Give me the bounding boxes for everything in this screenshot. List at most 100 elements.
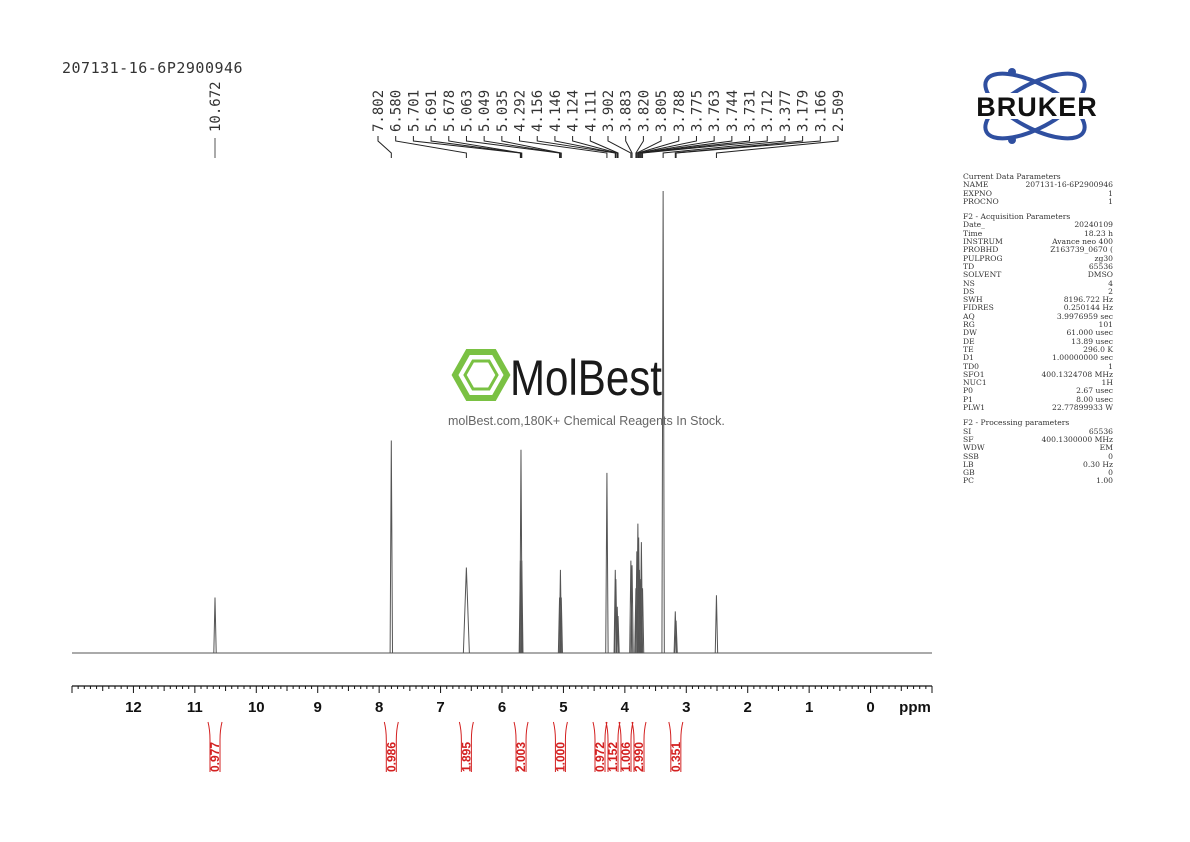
integral-value: 1.006 bbox=[619, 742, 633, 772]
param-value: 18.23 h bbox=[1083, 228, 1113, 238]
spectrum-peak bbox=[559, 597, 563, 654]
acq-param-row: AQ 3.9976959 sec bbox=[963, 311, 1113, 321]
peak-leader bbox=[637, 136, 680, 158]
param-value: 2 bbox=[1108, 286, 1113, 296]
watermark-title: MolBest bbox=[510, 350, 662, 406]
axis-tick-label: 4 bbox=[621, 699, 630, 716]
ppm-axis: 12 11 10 9 8 7 6 5 4 3 2 1 0 ppm bbox=[71, 685, 933, 716]
param-key: FIDRES bbox=[963, 303, 994, 313]
peak-leader bbox=[572, 136, 618, 158]
peak-label: 3.805 bbox=[654, 90, 670, 132]
spectrum-peak bbox=[520, 560, 524, 654]
peak-label: 3.731 bbox=[743, 90, 759, 132]
param-key: Time bbox=[963, 228, 983, 238]
peak-leader bbox=[662, 136, 786, 158]
peak-leader bbox=[715, 136, 839, 158]
param-key: D1 bbox=[963, 353, 974, 363]
acq-param-row: P1 8.00 usec bbox=[963, 395, 1113, 404]
param-key: TE bbox=[963, 344, 974, 354]
param-key: NS bbox=[963, 278, 975, 288]
param-key: NUC1 bbox=[963, 378, 987, 388]
spectrum-peak bbox=[614, 579, 618, 654]
spectrum-peak bbox=[640, 588, 645, 654]
acq-params-list: Date_ 20240109 Time 18.23 h INSTRUM Avance ne… bbox=[963, 221, 1113, 412]
integral-bracket bbox=[592, 721, 596, 772]
spectrum-peak bbox=[389, 440, 394, 654]
param-value: 22.77899933 W bbox=[1052, 403, 1113, 413]
peak-leader bbox=[501, 136, 562, 158]
spectrum-peak bbox=[616, 616, 620, 654]
param-value: 2.67 usec bbox=[1076, 386, 1113, 396]
integral-bracket bbox=[383, 721, 387, 772]
axis-tick-label: 9 bbox=[314, 699, 322, 716]
peak-leader bbox=[625, 136, 633, 158]
axis-tick-label: 3 bbox=[682, 699, 690, 716]
param-value: 400.1324708 MHz bbox=[1041, 369, 1113, 379]
axis-unit-label: ppm bbox=[899, 699, 931, 716]
axis-tick-label: 10 bbox=[248, 699, 265, 716]
param-key: Date_ bbox=[963, 220, 985, 230]
spectrum-peak bbox=[213, 597, 217, 654]
proc-param-row: SSB 0 bbox=[963, 451, 1113, 461]
integral-bracket bbox=[513, 721, 517, 772]
param-value: 0.250144 Hz bbox=[1063, 303, 1113, 313]
peak-leader bbox=[395, 136, 467, 158]
param-value: 65536 bbox=[1088, 426, 1113, 436]
peak-label: 2.509 bbox=[831, 90, 847, 132]
param-key: INSTRUM bbox=[963, 237, 1003, 247]
param-value: 1 bbox=[1108, 196, 1113, 206]
integral-bracket bbox=[552, 721, 556, 772]
peak-label: 3.788 bbox=[672, 90, 688, 132]
acq-param-row: Time 18.23 h bbox=[963, 228, 1113, 238]
integral-value: 1.895 bbox=[459, 742, 473, 772]
param-value: DMSO bbox=[1087, 270, 1113, 280]
proc-param-row: WDW EM bbox=[963, 443, 1113, 452]
param-value: 13.89 usec bbox=[1071, 336, 1113, 346]
peak-label: 3.775 bbox=[689, 90, 705, 132]
param-key: PLW1 bbox=[963, 403, 986, 413]
integral-bracket bbox=[207, 721, 211, 772]
peak-leader bbox=[640, 136, 751, 158]
spectrum-peak bbox=[462, 567, 470, 654]
peak-leader bbox=[554, 136, 617, 158]
axis-tick-label: 1 bbox=[805, 699, 813, 716]
spectrum-peak bbox=[519, 449, 523, 654]
peak-label: 5.063 bbox=[459, 90, 475, 132]
peak-label: 3.377 bbox=[778, 90, 794, 132]
peak-label: 3.883 bbox=[619, 90, 635, 132]
param-key: SOLVENT bbox=[963, 270, 1002, 280]
acq-param-row: TE 296.0 K bbox=[963, 344, 1113, 354]
param-value: Z163739_0670 ( bbox=[1050, 245, 1113, 255]
spectrum-peak bbox=[674, 620, 678, 654]
bruker-logo: BRUKER bbox=[955, 62, 1120, 156]
integral-value: 0.986 bbox=[384, 742, 398, 772]
param-value: 61.000 usec bbox=[1066, 328, 1113, 338]
axis-tick-label: 6 bbox=[498, 699, 506, 716]
integral-bracket bbox=[643, 721, 647, 772]
peak-leader bbox=[638, 136, 715, 158]
param-key: DW bbox=[963, 328, 977, 338]
peak-label: 3.744 bbox=[725, 90, 741, 132]
param-key: NAME bbox=[963, 180, 989, 190]
acq-param-row: PULPROG zg30 bbox=[963, 254, 1113, 263]
acq-param-row: DS 2 bbox=[963, 286, 1113, 296]
peak-labels: 10.672 7.802 6.580 5.701 5.691 5.678 5.063 5.04… bbox=[208, 81, 847, 158]
integral-bracket bbox=[605, 721, 609, 772]
integral-value: 1.000 bbox=[553, 742, 567, 772]
param-value: 20240109 bbox=[1074, 220, 1113, 230]
param-key: SF bbox=[963, 434, 974, 444]
integral-bracket bbox=[618, 721, 622, 772]
proc-params-list: SI 65536 SF 400.1300000 MHz WDW EM SSB 0 LB 0.30 … bbox=[963, 426, 1113, 486]
param-key: TD0 bbox=[963, 361, 979, 371]
param-key: SSB bbox=[963, 451, 979, 461]
peak-label: 3.166 bbox=[813, 90, 829, 132]
peak-label: 3.712 bbox=[760, 90, 776, 132]
acq-param-row: DW 61.000 usec bbox=[963, 328, 1113, 338]
spectrum-peak bbox=[630, 565, 634, 654]
param-value: 1 bbox=[1108, 188, 1113, 198]
peak-leader bbox=[377, 136, 392, 158]
peak-leader bbox=[448, 136, 523, 158]
peak-label: 4.124 bbox=[566, 90, 582, 132]
integrals: 0.977 0.986 1.895 2.003 1.000 0.972 1.152 1.006… bbox=[207, 721, 684, 772]
param-value: 3.9976959 sec bbox=[1056, 311, 1113, 321]
